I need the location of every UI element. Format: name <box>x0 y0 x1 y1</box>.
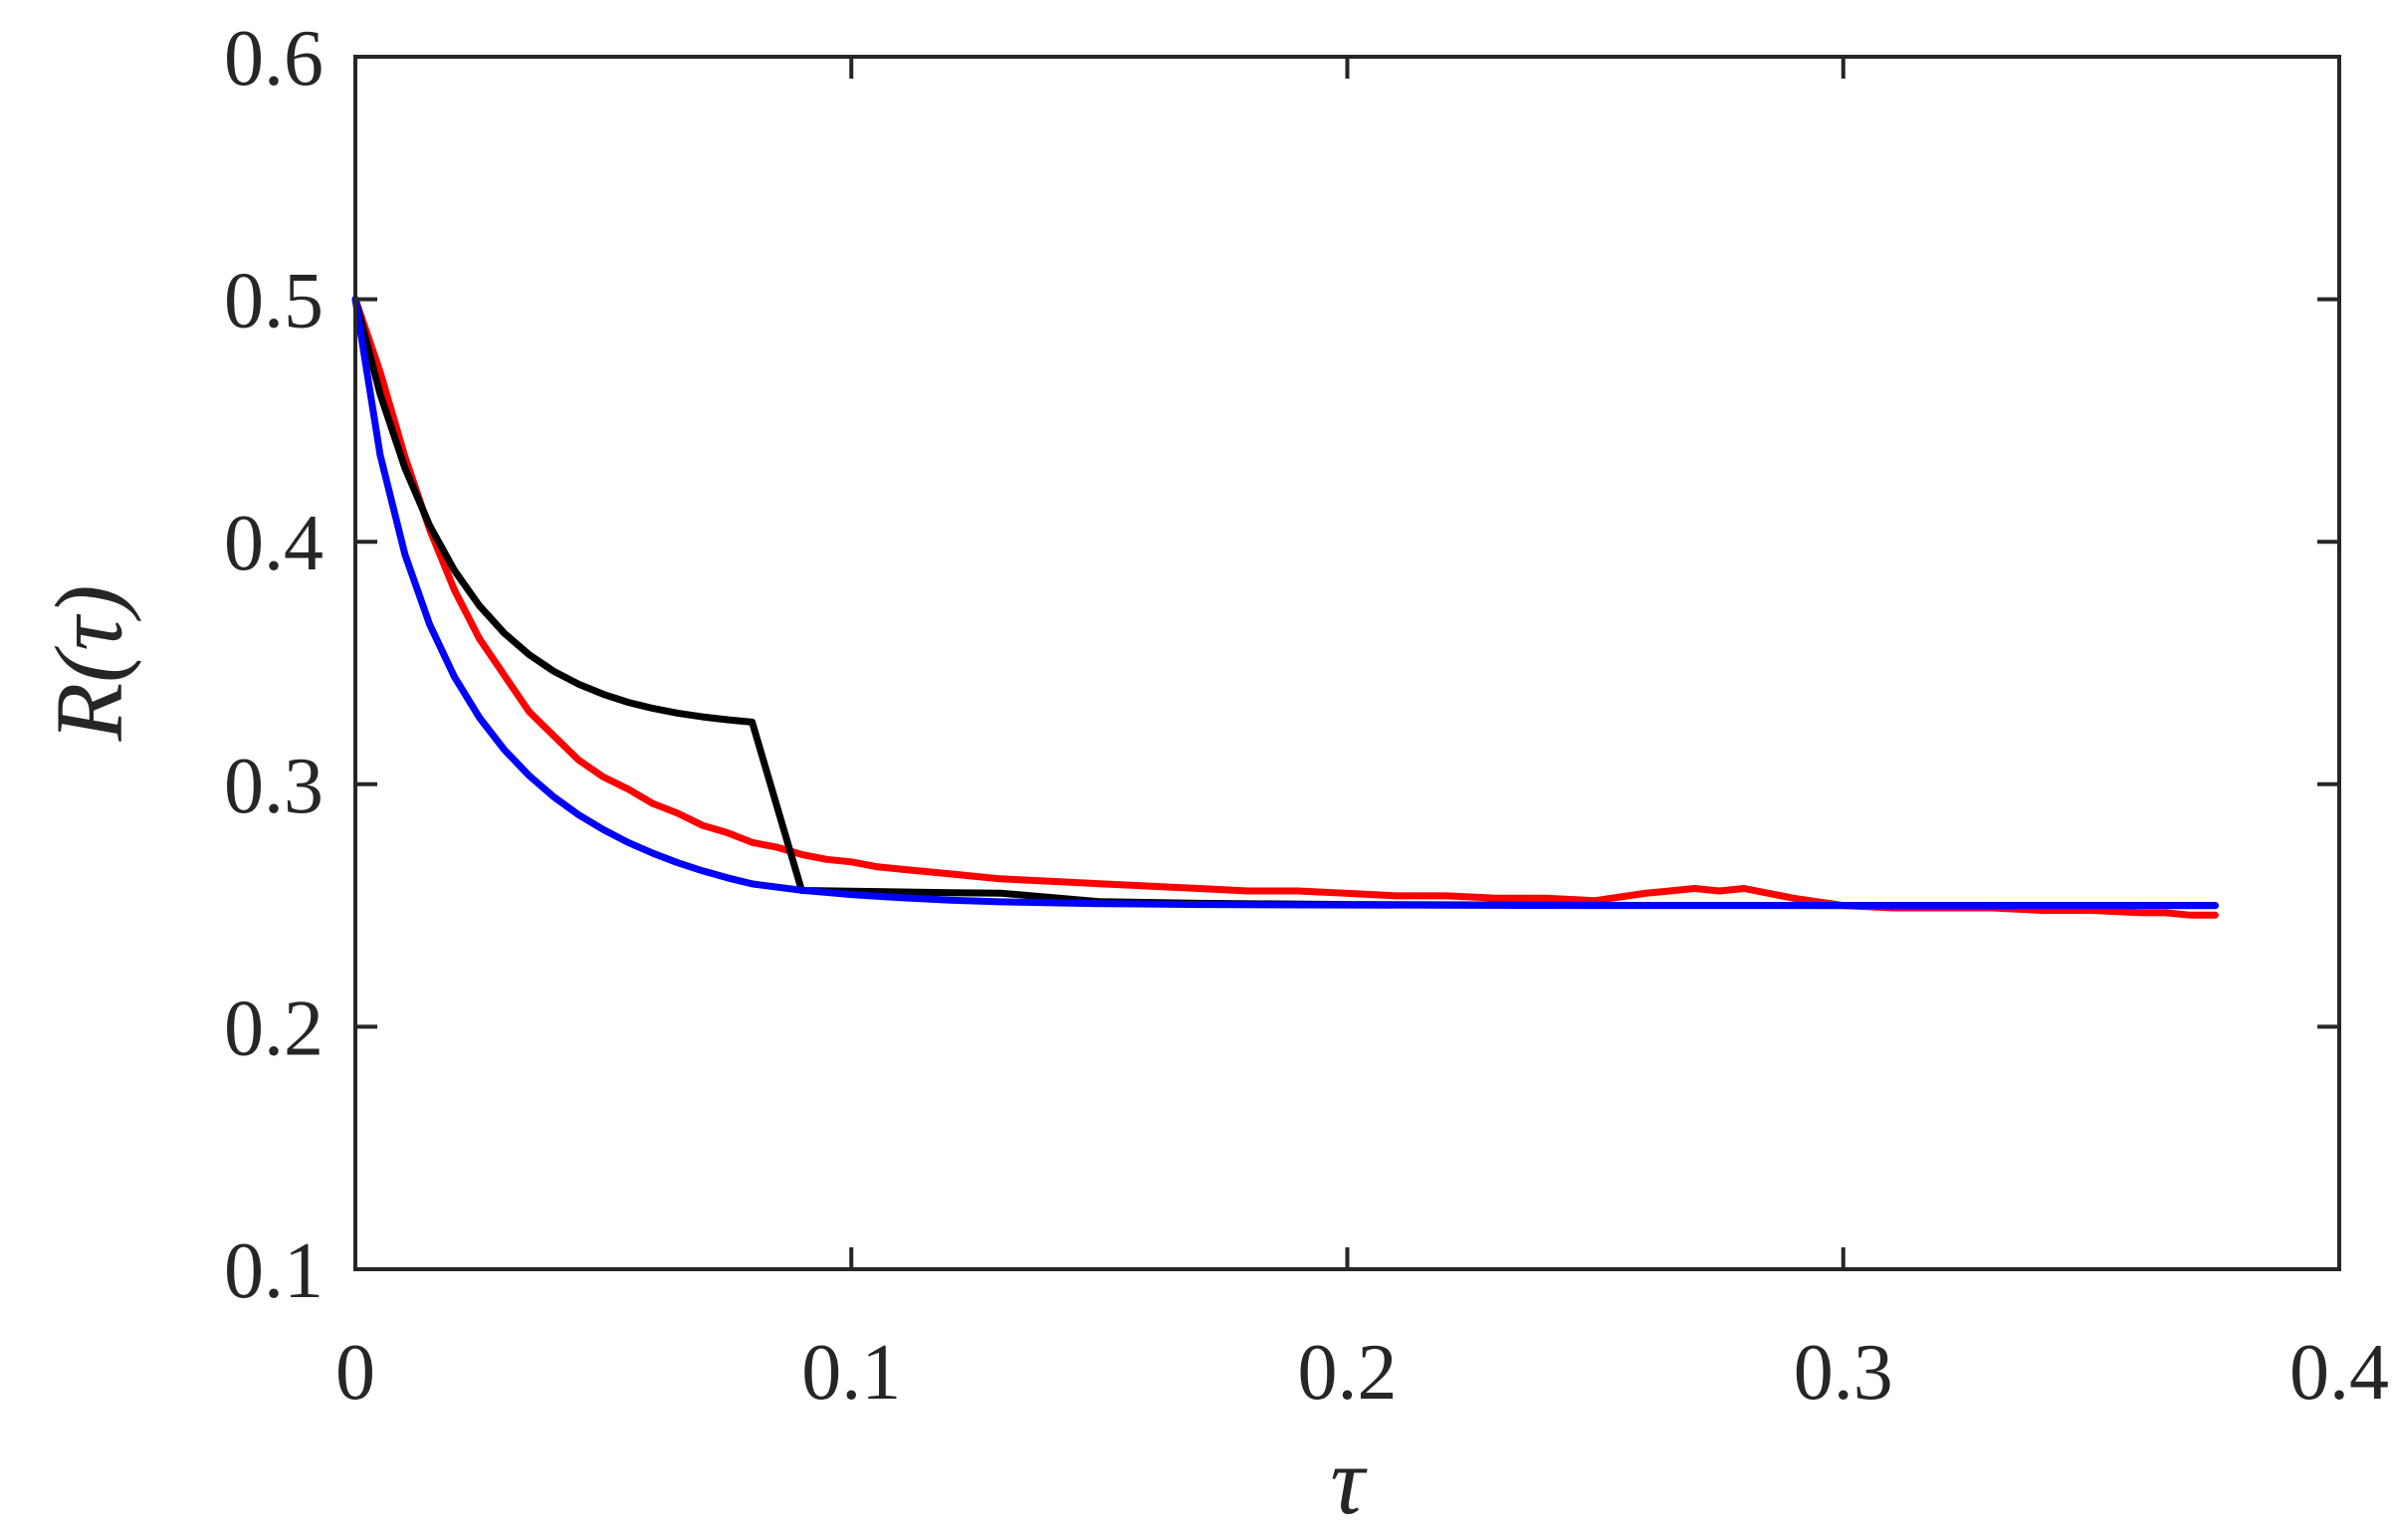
series-line-2 <box>351 296 2219 910</box>
series-line-3 <box>351 296 2219 910</box>
x-tick-label: 0.1 <box>801 1329 901 1417</box>
ticks-layer: 0 0.1 0.2 0.3 0.40.10.20.30.40.50.6 <box>224 15 2389 1417</box>
y-tick-label: 0.3 <box>224 743 324 830</box>
y-tick-label: 0.6 <box>224 15 324 103</box>
x-tick-label: 0.4 <box>2289 1329 2389 1417</box>
series-line-1 <box>351 296 2219 919</box>
x-tick-label: 0.2 <box>1298 1329 1398 1417</box>
y-axis-label: R(τ) <box>36 585 142 743</box>
plot-frame <box>353 55 2341 1271</box>
series-layer <box>351 296 2219 919</box>
y-tick-label: 0.2 <box>224 985 324 1072</box>
x-tick-label: 0 <box>335 1329 375 1417</box>
x-tick-label: 0.3 <box>1794 1329 1893 1417</box>
y-tick-label: 0.5 <box>224 258 324 345</box>
y-tick-label: 0.4 <box>224 500 324 587</box>
y-tick-label: 0.1 <box>224 1227 324 1315</box>
x-axis-label: τ <box>1330 1428 1368 1534</box>
